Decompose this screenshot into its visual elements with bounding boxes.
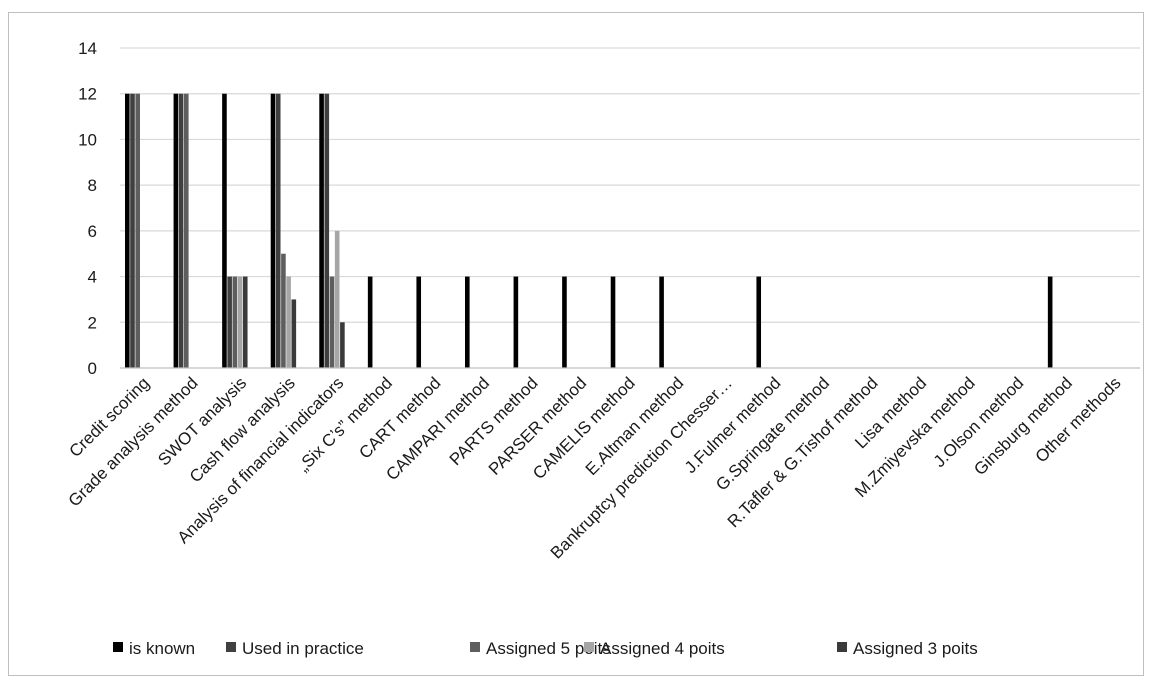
- legend-swatch: [837, 642, 847, 652]
- bar-1-8: [465, 276, 470, 368]
- legend-label: Assigned 4 poits: [600, 639, 725, 658]
- x-category-label: Other methods: [1032, 373, 1125, 466]
- legend-label: Used in practice: [242, 639, 364, 658]
- bar-1-2: [173, 93, 179, 368]
- legend: is known Used in practice Assigned 5 poits…: [113, 639, 978, 658]
- bar-2-1: [130, 93, 135, 368]
- bar-1-4: [270, 93, 276, 368]
- bar-4-3: [237, 276, 243, 368]
- bar-1-20: [1047, 276, 1053, 368]
- legend-swatch: [113, 642, 123, 652]
- legend-label: Assigned 5 poits: [486, 639, 611, 658]
- bar-3-4: [281, 253, 286, 368]
- bar-2-2: [178, 93, 184, 368]
- bar-1-12: [659, 276, 664, 368]
- bar-4-4: [286, 276, 291, 368]
- bar-1-14: [756, 276, 762, 368]
- bar-1-5: [319, 93, 324, 368]
- bar-3-2: [183, 93, 189, 368]
- x-category-label: SWOT analysis: [154, 373, 250, 469]
- bar-2-4: [275, 93, 281, 368]
- bar-2-3: [227, 276, 232, 368]
- legend-swatch: [584, 642, 594, 652]
- y-tick-label: 0: [88, 359, 97, 378]
- bar-5-3: [242, 276, 248, 368]
- chart-frame: [8, 12, 1144, 676]
- bar-4-5: [334, 230, 340, 368]
- bar-2-5: [324, 93, 330, 368]
- bar-1-11: [610, 276, 616, 368]
- legend-label: Assigned 3 poits: [853, 639, 978, 658]
- bar-3-3: [232, 276, 238, 368]
- bar-1-9: [513, 276, 519, 368]
- bar-1-10: [562, 276, 567, 368]
- bars: [125, 93, 1053, 368]
- y-tick-label: 6: [88, 222, 97, 241]
- bar-1-3: [222, 93, 227, 368]
- y-tick-label: 2: [88, 313, 97, 332]
- bar-1-6: [367, 276, 373, 368]
- bar-1-1: [125, 93, 130, 368]
- bar-5-5: [340, 322, 345, 368]
- bar-5-4: [291, 299, 297, 368]
- y-tick-label: 8: [88, 176, 97, 195]
- y-tick-label: 14: [78, 39, 97, 58]
- y-tick-label: 12: [78, 85, 97, 104]
- y-tick-label: 4: [88, 268, 97, 287]
- y-tick-label: 10: [78, 130, 97, 149]
- y-axis-ticks: 0 2 4 6 8 10 12 14: [78, 39, 97, 378]
- legend-swatch: [470, 642, 480, 652]
- bar-3-1: [135, 93, 140, 368]
- x-category-label: PARTS method: [446, 373, 542, 469]
- legend-label: is known: [129, 639, 195, 658]
- legend-swatch: [226, 642, 236, 652]
- bar-1-7: [416, 276, 422, 368]
- bar-3-5: [329, 276, 335, 368]
